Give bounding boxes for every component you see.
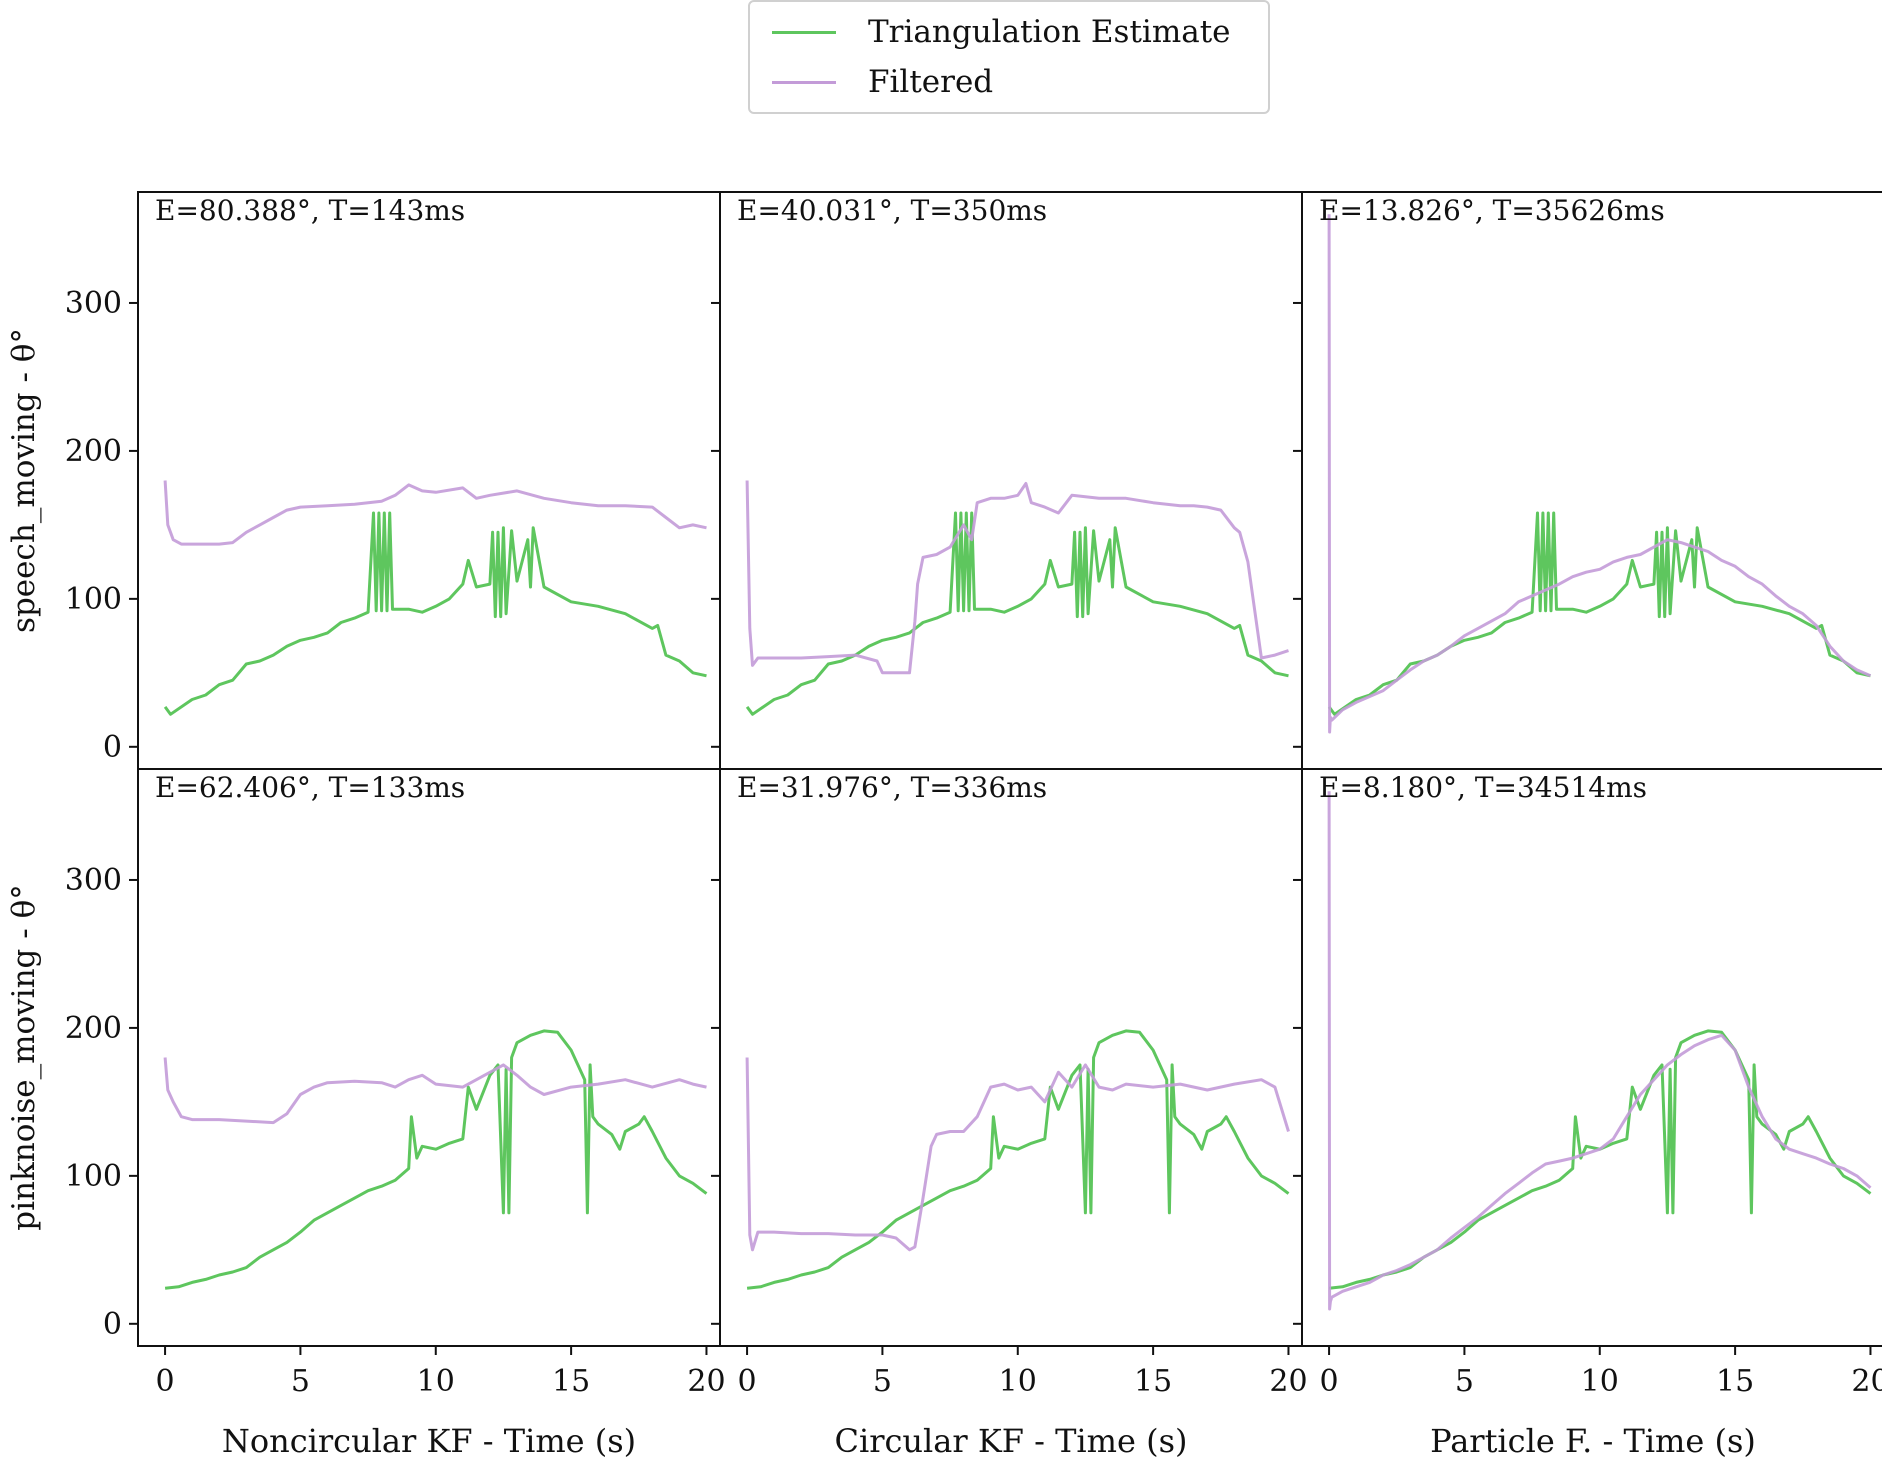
x-tick-label: 10 bbox=[417, 1364, 455, 1399]
x-tick-label: 5 bbox=[873, 1364, 892, 1399]
legend-label-triangulation: Triangulation Estimate bbox=[868, 14, 1231, 50]
y-tick-label: 200 bbox=[65, 1011, 122, 1046]
series-line-triangulation bbox=[746, 1029, 1290, 1290]
panel-annotation: E=80.388°, T=143ms bbox=[155, 194, 465, 227]
x-tick-label: 10 bbox=[999, 1364, 1037, 1399]
panel-annotation: E=8.180°, T=34514ms bbox=[1319, 771, 1647, 804]
x-tick-label: 15 bbox=[1716, 1364, 1754, 1399]
y-tick-label: 100 bbox=[65, 1159, 122, 1194]
x-tick-label: 20 bbox=[1851, 1364, 1882, 1399]
series-line-filtered bbox=[745, 1057, 1290, 1252]
series-line-filtered bbox=[163, 480, 707, 546]
series-line-triangulation bbox=[1327, 511, 1871, 716]
panel-annotation: E=31.976°, T=336ms bbox=[737, 771, 1047, 804]
y-axis-label: speech_moving - θ° bbox=[6, 328, 42, 633]
series-line-filtered bbox=[163, 1057, 707, 1125]
panel-r1-c1: 0 5 10 15 20 E=31.976°, T=336ms bbox=[711, 768, 1308, 1399]
panel-annotation: E=40.031°, T=350ms bbox=[737, 194, 1047, 227]
legend-swatch-triangulation bbox=[772, 30, 836, 34]
legend-item-triangulation: Triangulation Estimate bbox=[772, 12, 1231, 52]
x-tick-label: 0 bbox=[1320, 1364, 1339, 1399]
x-tick-label: 10 bbox=[1581, 1364, 1619, 1399]
panel-r0-c1: E=40.031°, T=350ms bbox=[711, 191, 1303, 770]
x-tick-label: 5 bbox=[1455, 1364, 1474, 1399]
x-tick-label: 20 bbox=[1269, 1364, 1307, 1399]
x-tick-label: 15 bbox=[552, 1364, 590, 1399]
series-line-triangulation bbox=[745, 511, 1289, 716]
x-tick-label: 15 bbox=[1134, 1364, 1172, 1399]
series-line-triangulation bbox=[164, 1029, 708, 1290]
y-tick-label: 0 bbox=[103, 1307, 122, 1342]
legend-item-filtered: Filtered bbox=[772, 62, 993, 102]
legend-label-filtered: Filtered bbox=[868, 64, 994, 100]
series-line-triangulation bbox=[1328, 1029, 1872, 1290]
x-axis-label: Noncircular KF - Time (s) bbox=[222, 1422, 636, 1460]
x-tick-label: 0 bbox=[156, 1364, 175, 1399]
series-line-filtered bbox=[1327, 791, 1872, 1311]
x-axis-label: Particle F. - Time (s) bbox=[1430, 1422, 1756, 1460]
legend: Triangulation Estimate Filtered bbox=[748, 0, 1270, 114]
x-tick-label: 20 bbox=[687, 1364, 725, 1399]
series-line-triangulation bbox=[163, 511, 707, 716]
y-tick-label: 300 bbox=[65, 286, 122, 321]
y-tick-label: 100 bbox=[65, 582, 122, 617]
panel-r0-c2: E=13.826°, T=35626ms bbox=[1293, 191, 1882, 770]
y-axis-label: pinknoise_moving - θ° bbox=[6, 884, 42, 1230]
panel-frame bbox=[719, 768, 1303, 1347]
panel-frame bbox=[137, 768, 721, 1347]
panel-r1-c2: 0 5 10 15 20 E=8.180°, T=34514ms bbox=[1293, 768, 1882, 1399]
x-tick-label: 5 bbox=[291, 1364, 310, 1399]
y-tick-label: 300 bbox=[65, 863, 122, 898]
x-tick-label: 0 bbox=[738, 1364, 757, 1399]
y-tick-label: 0 bbox=[103, 730, 122, 765]
series-line-filtered bbox=[1327, 214, 1872, 734]
panel-r1-c0: 0 100 200 300 0 5 10 15 20 E=62.406°, T=133ms bbox=[65, 768, 726, 1399]
y-tick-label: 200 bbox=[65, 434, 122, 469]
panel-annotation: E=13.826°, T=35626ms bbox=[1319, 194, 1665, 227]
panel-frame bbox=[1301, 768, 1882, 1347]
x-axis-label: Circular KF - Time (s) bbox=[834, 1422, 1187, 1460]
panel-r0-c0: 0 100 200 300 E=80.388°, T=143ms bbox=[65, 191, 721, 770]
panel-annotation: E=62.406°, T=133ms bbox=[155, 771, 465, 804]
series-line-filtered bbox=[745, 480, 1289, 675]
legend-swatch-filtered bbox=[772, 80, 836, 84]
